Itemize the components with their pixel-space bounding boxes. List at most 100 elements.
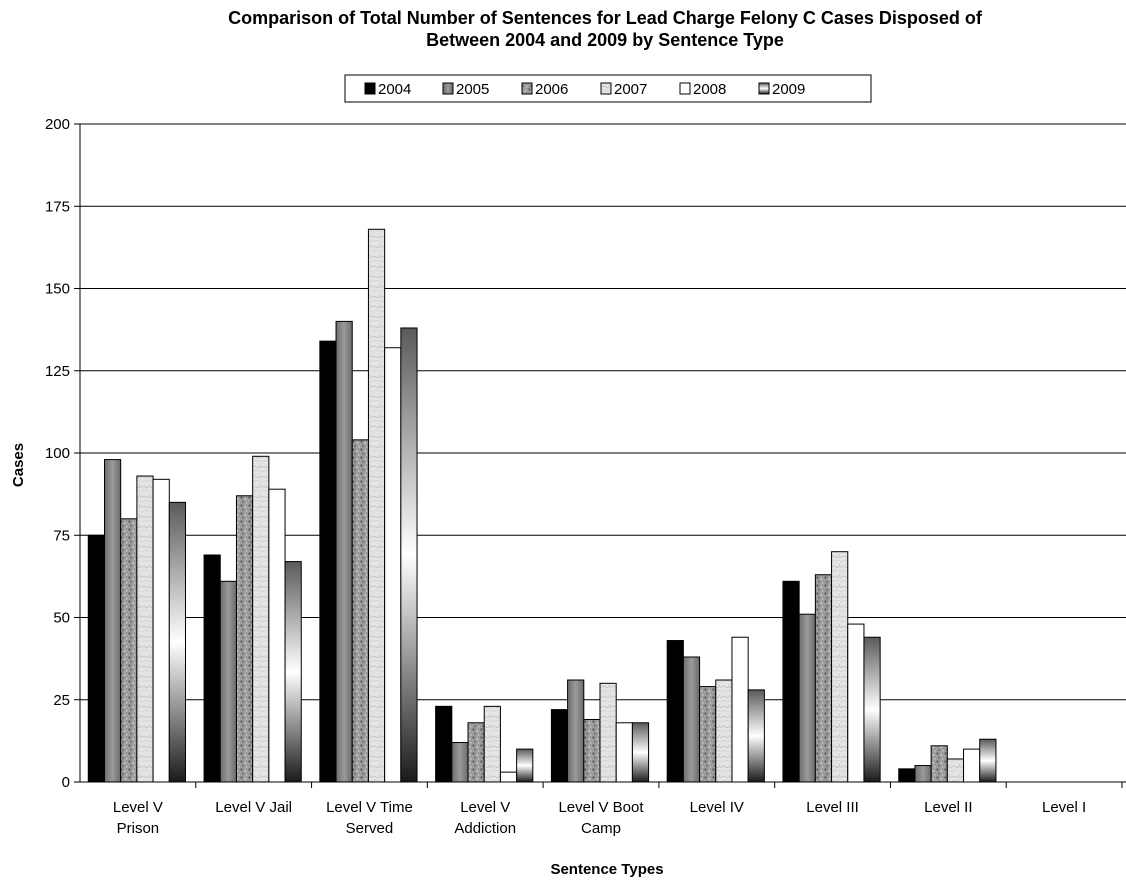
x-tick-label: Level II [924,799,972,816]
x-tick-label: Served [346,820,394,837]
legend-label: 2008 [693,81,726,98]
bar-2007 [715,679,733,783]
bar-2005 [451,742,469,783]
x-tick-label: Level V Jail [215,799,292,816]
bar-2009 [168,501,186,783]
legend-label: 2004 [378,81,411,98]
x-axis-title: Sentence Types [550,861,663,878]
bar-2007 [483,705,501,783]
bar-2006 [120,518,138,783]
bar-2004 [203,554,221,783]
legend-label: 2006 [535,81,568,98]
x-tick-label: Level I [1042,799,1086,816]
bar-2006 [699,686,717,783]
legend-item: 2007 [600,81,647,98]
bar-2008 [499,771,518,783]
bar-2004 [782,580,800,783]
x-tick-label: Level V [460,799,510,816]
legend-item: 2004 [364,81,411,98]
bar-2007 [367,228,386,783]
bar-2006 [814,574,833,783]
x-tick-label: Level V [113,799,163,816]
x-tick-label: Camp [581,820,621,837]
bar-group [550,679,650,783]
bar-group [319,228,418,783]
bar-2007 [599,682,617,783]
y-tick-label: 0 [62,774,70,791]
legend-item: 2009 [758,81,805,98]
legend-item: 2006 [521,81,568,98]
bar-2008 [615,722,633,783]
bar-2009 [631,722,650,783]
legend-swatch [442,82,454,95]
y-tick-label: 75 [53,527,70,544]
x-tick-label: Level V Boot [558,799,644,816]
bar-2004 [319,340,337,783]
bar-2009 [979,738,997,783]
y-tick-label: 25 [53,692,70,709]
bar-group [782,551,881,783]
legend-label: 2009 [772,81,805,98]
chart-title-line: Between 2004 and 2009 by Sentence Type [426,30,784,50]
bar-2004 [666,640,684,783]
bar-2007 [136,475,154,783]
bar-2007 [831,551,849,783]
bar-2004 [435,705,453,783]
bar-2009 [747,689,765,783]
x-tick-label: Level III [806,799,859,816]
bar-2008 [731,636,749,783]
bar-group [203,455,302,783]
legend-swatch [364,82,376,95]
bar-2004 [550,709,569,783]
legend-swatch [521,82,533,95]
bar-2009 [516,748,534,783]
bar-2006 [583,718,601,783]
x-tick-label: Level V Time [326,799,413,816]
bar-group [666,636,765,783]
bar-2008 [152,478,170,783]
bar-2004 [898,768,916,783]
legend-item: 2005 [442,81,489,98]
y-tick-label: 200 [45,116,70,133]
bar-2006 [930,745,948,783]
x-tick-label: Addiction [454,820,516,837]
bar-2009 [863,636,881,783]
y-tick-label: 125 [45,363,70,380]
bar-2005 [103,459,122,783]
x-tick-label: Level IV [690,799,744,816]
bar-2008 [963,748,981,783]
y-tick-label: 100 [45,445,70,462]
bar-group [87,459,186,783]
bar-group [435,705,534,783]
y-tick-label: 175 [45,198,70,215]
bar-2005 [914,765,932,783]
x-tick-label: Prison [117,820,160,837]
bar-2005 [798,613,816,783]
bar-2005 [567,679,585,783]
bar-2009 [284,561,302,783]
bar-2007 [946,758,965,783]
bar-2004 [87,534,105,783]
bar-group [898,738,997,783]
legend-label: 2007 [614,81,647,98]
bar-2008 [268,488,286,783]
bar-2008 [847,623,865,783]
y-tick-label: 50 [53,610,70,627]
bar-2005 [682,656,701,783]
bar-2006 [467,722,485,783]
bar-2009 [400,327,418,783]
bar-2006 [351,439,369,783]
legend-swatch [600,82,612,95]
bar-2005 [335,320,353,783]
y-axis-title: Cases [10,443,27,487]
bar-2007 [252,455,270,783]
chart-title-line: Comparison of Total Number of Sentences … [228,8,983,28]
legend-swatch [758,82,770,95]
y-tick-label: 150 [45,281,70,298]
legend-label: 2005 [456,81,489,98]
bar-2006 [235,495,254,783]
bar-2008 [384,347,402,783]
legend-item: 2008 [679,81,726,98]
